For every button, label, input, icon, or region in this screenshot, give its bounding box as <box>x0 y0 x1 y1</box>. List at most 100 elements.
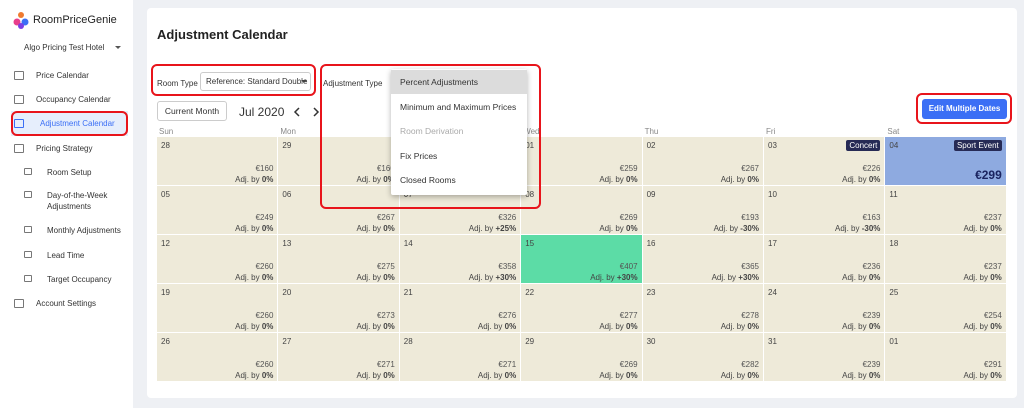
nav-icon <box>24 191 32 198</box>
adjustment: Adj. by -30% <box>714 224 759 233</box>
day-cell[interactable]: 12 €260 Adj. by 0% <box>157 235 278 283</box>
day-cell[interactable]: 28 €271 Adj. by 0% <box>399 333 521 381</box>
adjustment: Adj. by 0% <box>842 273 880 282</box>
adj-prefix: Adj. by <box>356 175 381 184</box>
adjustment: Adj. by 0% <box>235 322 273 331</box>
adj-value: 0% <box>626 175 638 184</box>
nav-item[interactable]: Target Occupancy <box>47 275 112 284</box>
day-cell[interactable]: 20 €273 Adj. by 0% <box>278 284 399 332</box>
day-number: 25 <box>889 288 899 297</box>
day-cell[interactable]: 31 €239 Adj. by 0% <box>764 333 885 381</box>
prev-month[interactable] <box>293 107 301 117</box>
weekday-label: Mon <box>280 127 296 136</box>
price: €160 <box>255 164 274 173</box>
day-cell[interactable]: 24 €239 Adj. by 0% <box>764 284 885 332</box>
day-cell[interactable]: 02 €267 Adj. by 0% <box>642 137 763 185</box>
day-number: 20 <box>282 288 292 297</box>
day-cell[interactable]: 08 €269 Adj. by 0% <box>521 186 642 234</box>
day-cell[interactable]: 01 €291 Adj. by 0% <box>885 333 1006 381</box>
nav-item[interactable]: Pricing Strategy <box>36 144 93 153</box>
next-month[interactable] <box>312 107 320 117</box>
day-cell[interactable]: 01 €259 Adj. by 0% <box>521 137 642 185</box>
nav-item[interactable]: Occupancy Calendar <box>36 95 111 104</box>
adj-value: 0% <box>261 273 274 282</box>
adjustment: Adj. by 0% <box>721 322 759 331</box>
day-cell[interactable]: 28 €160 Adj. by 0% <box>157 137 278 185</box>
day-cell[interactable]: 19 €260 Adj. by 0% <box>157 284 278 332</box>
nav-item[interactable]: Lead Time <box>47 251 85 260</box>
adjustment: Adj. by 0% <box>235 224 273 233</box>
nav-icon <box>14 144 24 153</box>
day-number: 19 <box>161 288 170 297</box>
day-number: 30 <box>646 337 656 346</box>
event-badge: Sport Event <box>953 140 1002 151</box>
dropdown-option[interactable]: Fix Prices <box>400 150 438 161</box>
day-cell[interactable]: 11 €237 Adj. by 0% <box>885 186 1006 234</box>
price: €271 <box>376 360 395 369</box>
day-cell[interactable]: 23 €278 Adj. by 0% <box>642 284 763 332</box>
price: €282 <box>741 360 759 369</box>
dropdown-option[interactable]: Minimum and Maximum Prices <box>400 101 517 112</box>
adj-value: 0% <box>868 273 881 282</box>
day-cell[interactable]: 30 €282 Adj. by 0% <box>642 333 763 381</box>
day-cell[interactable]: 03 Concert €226 Adj. by 0% <box>764 137 885 185</box>
day-cell[interactable]: 14 €358 Adj. by +30% <box>399 235 521 283</box>
nav-icon <box>24 251 32 258</box>
day-cell[interactable]: 10 €163 Adj. by -30% <box>764 186 885 234</box>
day-cell[interactable]: 06 €267 Adj. by 0% <box>278 186 399 234</box>
day-cell[interactable]: 27 €271 Adj. by 0% <box>278 333 399 381</box>
day-cell[interactable]: 04 Sport Event €299 <box>885 137 1006 185</box>
day-cell[interactable]: 16 €365 Adj. by +30% <box>642 235 763 283</box>
day-cell[interactable]: 25 €254 Adj. by 0% <box>885 284 1006 332</box>
adjustment: Adj. by +30% <box>469 273 516 282</box>
nav-item[interactable]: Room Setup <box>47 168 92 177</box>
nav-item[interactable]: Price Calendar <box>36 71 89 80</box>
day-cell[interactable]: 15 €407 Adj. by +30% <box>521 235 642 283</box>
dropdown-option[interactable]: Percent Adjustments <box>391 70 527 94</box>
dropdown-option[interactable]: Closed Rooms <box>400 175 456 185</box>
day-number: 31 <box>768 337 777 346</box>
day-cell[interactable]: 13 €275 Adj. by 0% <box>278 235 399 283</box>
current-month-button[interactable]: Current Month <box>157 101 227 121</box>
price: €269 <box>619 360 638 369</box>
day-number: 28 <box>403 337 413 346</box>
adj-value: 0% <box>626 371 638 380</box>
adj-prefix: Adj. by <box>235 273 260 282</box>
caret <box>115 46 121 49</box>
day-cell[interactable]: 22 €277 Adj. by 0% <box>521 284 642 332</box>
day-cell[interactable]: 29 €160 Adj. by 0% <box>278 137 399 185</box>
hotel-select[interactable]: Algo Pricing Test Hotel <box>24 43 105 52</box>
room-type-select[interactable]: Reference: Standard Double <box>200 72 311 91</box>
adj-prefix: Adj. by <box>356 273 381 282</box>
adj-value: 0% <box>383 371 395 380</box>
weekday-label: Wed <box>523 127 540 136</box>
adj-prefix: Adj. by <box>468 224 494 233</box>
adj-value: 0% <box>261 371 274 380</box>
day-cell[interactable]: 17 €236 Adj. by 0% <box>764 235 885 283</box>
day-cell[interactable]: 29 €269 Adj. by 0% <box>521 333 642 381</box>
price: €271 <box>498 360 517 369</box>
adj-value: 0% <box>990 371 1002 380</box>
day-cell[interactable]: 26 €260 Adj. by 0% <box>157 333 278 381</box>
nav-icon <box>14 95 24 104</box>
edit-multiple-dates-button[interactable]: Edit Multiple Dates <box>922 99 1007 119</box>
adj-value: 0% <box>383 175 395 184</box>
day-cell[interactable]: 18 €237 Adj. by 0% <box>885 235 1006 283</box>
day-cell[interactable]: 05 €249 Adj. by 0% <box>157 186 278 234</box>
nav-item[interactable]: Day-of-the-Week Adjustments <box>47 191 108 211</box>
nav-item[interactable]: Monthly Adjustments <box>47 226 121 235</box>
price: €273 <box>376 311 395 320</box>
adjustment: Adj. by 0% <box>964 371 1002 380</box>
day-cell[interactable]: 21 €276 Adj. by 0% <box>399 284 521 332</box>
adjustment: Adj. by 0% <box>357 224 395 233</box>
adj-value: 0% <box>261 224 274 233</box>
adj-value: 0% <box>626 224 638 233</box>
day-cell[interactable]: 09 €193 Adj. by -30% <box>642 186 763 234</box>
nav-item[interactable]: Adjustment Calendar <box>40 119 115 128</box>
price: €299 <box>975 168 1002 182</box>
price: €260 <box>255 360 274 369</box>
price: €291 <box>983 360 1002 369</box>
adj-value: +25% <box>495 224 517 233</box>
day-number: 06 <box>282 190 292 199</box>
nav-item[interactable]: Account Settings <box>36 299 97 308</box>
